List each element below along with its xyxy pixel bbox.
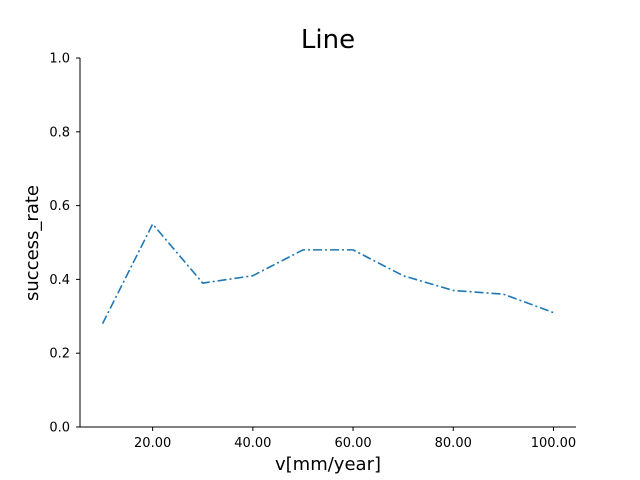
y-tick-label: 0.6	[49, 199, 70, 214]
series-group	[101, 222, 554, 325]
y-tick-label: 0.4	[49, 273, 70, 288]
x-tick-label: 20.00	[134, 436, 171, 451]
x-tick-label: 80.00	[435, 436, 472, 451]
y-axis-label: success_rate	[22, 185, 43, 301]
chart-title: Line	[301, 25, 355, 55]
x-axis-label: v[mm/year]	[275, 454, 381, 475]
plot-area: 0.0 0.2 0.4 0.6 0.8 1.0 20.00 40.00 60.00 80.00 1…	[49, 52, 576, 452]
y-tick-label: 1.0	[49, 52, 70, 67]
y-tick-label: 0.8	[49, 125, 70, 140]
x-tick-label: 60.00	[334, 436, 371, 451]
x-ticks: 20.00 40.00 60.00 80.00 100.00	[134, 427, 576, 451]
series-line	[101, 222, 554, 325]
y-ticks: 0.0 0.2 0.4 0.6 0.8 1.0	[49, 52, 80, 436]
x-tick-label: 100.00	[531, 436, 577, 451]
y-tick-label: 0.0	[49, 421, 70, 436]
y-tick-label: 0.2	[49, 347, 70, 362]
x-tick-label: 40.00	[234, 436, 271, 451]
